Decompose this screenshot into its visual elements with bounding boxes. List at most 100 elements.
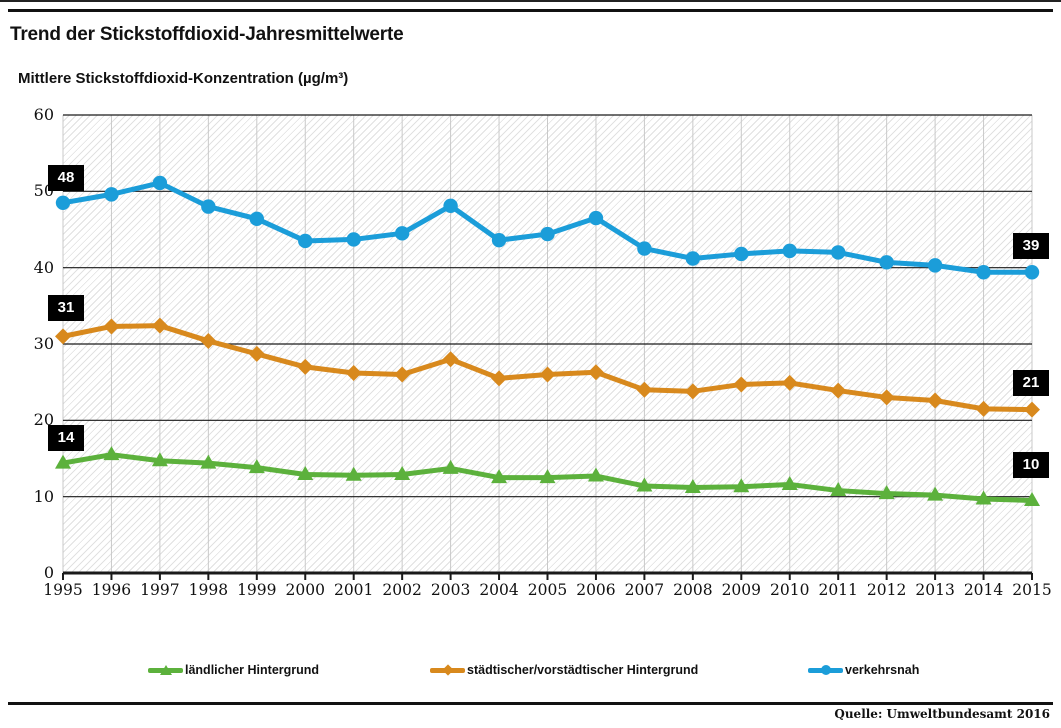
legend-item-rural: ländlicher Hintergrund xyxy=(148,661,319,679)
y-tick-label: 30 xyxy=(33,334,54,353)
triangle-marker-icon xyxy=(159,665,172,675)
legend-divider-rule xyxy=(0,0,1061,2)
circle-data-point-marker xyxy=(346,232,361,247)
circle-marker-icon xyxy=(820,665,831,675)
y-axis-title: Mittlere Stickstoffdioxid-Konzentration … xyxy=(18,70,349,87)
diamond-data-point-marker xyxy=(781,374,798,391)
diamond-data-point-marker xyxy=(684,383,701,400)
diamond-data-point-marker xyxy=(830,382,847,399)
x-tick-label: 2010 xyxy=(770,581,810,599)
y-tick-label: 60 xyxy=(33,105,54,124)
circle-data-point-marker xyxy=(491,232,507,248)
circle-data-point-marker xyxy=(734,246,749,262)
triangle-data-point-marker xyxy=(587,467,604,482)
y-tick-label: 20 xyxy=(33,410,54,430)
y-tick-label: 0 xyxy=(43,563,54,582)
diamond-data-point-marker xyxy=(345,365,362,382)
x-tick-label: 1998 xyxy=(188,581,229,599)
circle-data-point-marker xyxy=(976,265,991,280)
circle-data-point-marker xyxy=(249,211,264,227)
x-tick-label: 2004 xyxy=(479,581,519,599)
circle-data-point-marker xyxy=(927,258,943,273)
triangle-data-point-marker xyxy=(781,475,798,490)
circle-data-point-marker xyxy=(394,226,410,241)
triangle-data-point-marker xyxy=(248,459,265,474)
x-tick-label: 1996 xyxy=(91,581,132,599)
x-tick-label: 2014 xyxy=(963,581,1004,599)
diamond-data-point-marker xyxy=(733,376,750,393)
y-tick-label: 40 xyxy=(33,257,54,277)
diamond-data-point-marker xyxy=(539,366,556,383)
legend-label-traffic: verkehrsnah xyxy=(845,663,920,677)
legend-item-urban: städtischer/vorstädtischer Hintergrund xyxy=(430,661,698,679)
triangle-data-point-marker xyxy=(975,490,992,505)
x-tick-label: 2008 xyxy=(673,581,713,599)
triangle-data-point-marker xyxy=(151,452,168,467)
source-credit: Quelle: Umweltbundesamt 2016 xyxy=(834,707,1050,721)
top-border-rule xyxy=(8,9,1053,12)
triangle-data-point-marker xyxy=(394,466,411,481)
x-tick-label: 2002 xyxy=(382,581,422,599)
x-tick-label: 2003 xyxy=(430,581,471,599)
diamond-data-point-marker xyxy=(297,358,314,375)
x-tick-label: 1997 xyxy=(140,581,180,599)
legend-swatch-rural xyxy=(148,661,183,679)
bottom-border-rule xyxy=(8,702,1053,705)
x-tick-label: 2013 xyxy=(915,581,955,599)
circle-data-point-marker xyxy=(637,241,652,256)
legend-label-urban: städtischer/vorstädtischer Hintergrund xyxy=(467,663,699,677)
diamond-data-point-marker xyxy=(103,318,120,335)
circle-data-point-marker xyxy=(685,251,701,266)
diamond-data-point-marker xyxy=(975,400,992,417)
circle-data-point-marker xyxy=(540,226,555,242)
circle-data-point-marker xyxy=(55,195,71,210)
diamond-data-point-marker xyxy=(878,389,895,406)
x-tick-label: 2011 xyxy=(818,581,858,599)
legend-swatch-urban xyxy=(430,661,465,679)
triangle-data-point-marker xyxy=(1024,491,1040,506)
x-tick-label: 2006 xyxy=(576,581,616,599)
data-label-rural-start: 14 xyxy=(48,425,84,451)
data-label-urban-start: 31 xyxy=(48,295,84,321)
diamond-data-point-marker xyxy=(442,351,459,368)
triangle-data-point-marker xyxy=(491,469,508,484)
y-tick-label: 10 xyxy=(33,486,54,506)
triangle-data-point-marker xyxy=(927,486,944,501)
x-tick-label: 2005 xyxy=(527,581,568,599)
x-tick-label: 2015 xyxy=(1012,581,1052,599)
triangle-data-point-marker xyxy=(103,446,120,461)
diamond-data-point-marker xyxy=(636,381,653,398)
circle-data-point-marker xyxy=(443,198,458,214)
diamond-data-point-marker xyxy=(151,317,168,334)
circle-data-point-marker xyxy=(104,187,119,202)
x-tick-label: 2001 xyxy=(333,581,374,599)
triangle-data-point-marker xyxy=(55,454,71,469)
triangle-data-point-marker xyxy=(636,477,653,492)
circle-data-point-marker xyxy=(201,199,216,214)
circle-data-point-marker xyxy=(298,233,313,249)
circle-data-point-marker xyxy=(1024,265,1040,280)
y-tick-label: 50 xyxy=(33,181,54,201)
triangle-data-point-marker xyxy=(345,466,362,481)
circle-data-point-marker xyxy=(879,255,894,270)
diamond-data-point-marker xyxy=(927,392,944,409)
diamond-data-point-marker xyxy=(587,364,604,381)
triangle-data-point-marker xyxy=(297,466,314,481)
circle-data-point-marker xyxy=(831,245,846,260)
x-tick-label: 2007 xyxy=(624,581,665,599)
x-tick-label: 1999 xyxy=(237,581,277,599)
circle-data-point-marker xyxy=(152,175,168,191)
diamond-data-point-marker xyxy=(248,345,265,362)
x-tick-label: 2000 xyxy=(285,581,325,599)
diamond-data-point-marker xyxy=(200,332,217,349)
triangle-data-point-marker xyxy=(539,469,556,484)
legend-item-traffic: verkehrsnah xyxy=(808,661,919,679)
data-label-rural-end: 10 xyxy=(1013,452,1049,478)
circle-data-point-marker xyxy=(588,210,604,226)
diamond-data-point-marker xyxy=(1024,401,1040,418)
triangle-data-point-marker xyxy=(200,454,217,469)
data-label-urban-end: 21 xyxy=(1013,370,1049,396)
x-tick-label: 2012 xyxy=(866,581,907,599)
triangle-data-point-marker xyxy=(733,478,750,493)
